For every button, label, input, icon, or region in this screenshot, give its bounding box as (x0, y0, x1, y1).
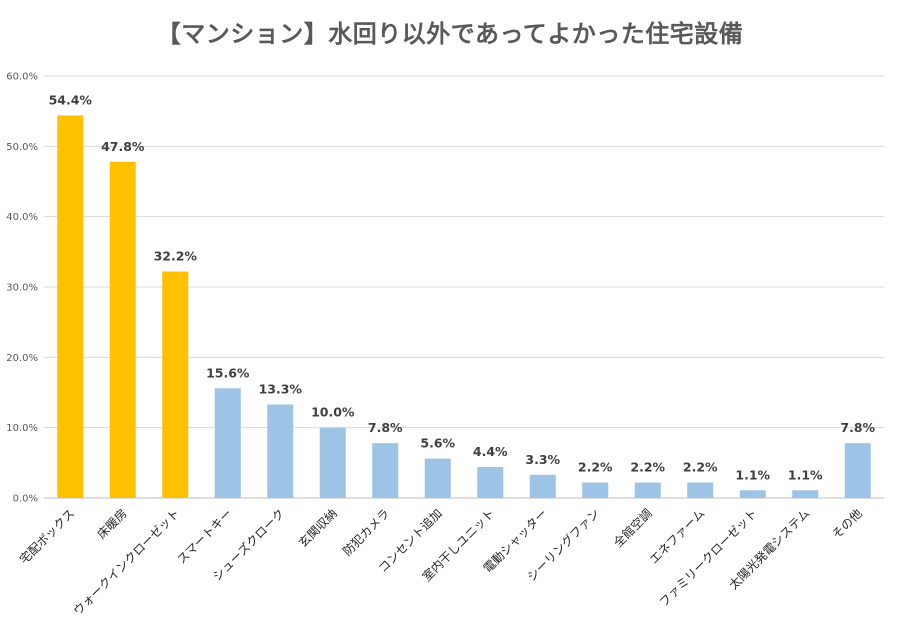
chart-title: 【マンション】水回り以外であってよかった住宅設備 (156, 20, 744, 48)
data-label: 13.3% (259, 381, 303, 396)
data-label: 47.8% (101, 139, 145, 154)
data-label: 5.6% (420, 436, 455, 451)
bar (844, 443, 871, 498)
y-tick-label: 0.0% (13, 494, 38, 505)
bar (372, 443, 399, 498)
bar (739, 490, 766, 498)
category-label: ウォークインクローゼット (71, 506, 183, 618)
data-label: 1.1% (735, 467, 770, 482)
bar (687, 482, 714, 498)
bar (477, 467, 504, 498)
data-label: 2.2% (578, 460, 613, 475)
bar (162, 271, 189, 498)
data-label: 7.8% (368, 420, 403, 435)
bar (109, 161, 136, 498)
data-label: 54.4% (49, 92, 93, 107)
category-label: 宅配ボックス (16, 506, 77, 567)
data-label: 2.2% (683, 460, 718, 475)
bar (57, 115, 84, 499)
bar (424, 458, 451, 498)
data-label: 1.1% (788, 467, 823, 482)
y-tick-label: 40.0% (6, 212, 38, 223)
data-label: 4.4% (473, 444, 508, 459)
bar (634, 482, 661, 498)
category-label: 全館空調 (610, 506, 655, 551)
data-label: 3.3% (525, 452, 560, 467)
y-tick-label: 60.0% (6, 72, 38, 83)
data-label: 7.8% (840, 420, 875, 435)
category-label: 床暖房 (94, 506, 130, 542)
bar (582, 482, 609, 498)
category-label: 防犯カメラ (339, 506, 392, 559)
y-tick-label: 30.0% (6, 283, 38, 294)
bar (214, 388, 241, 498)
bar (529, 474, 556, 498)
bar (319, 427, 346, 498)
y-tick-label: 20.0% (6, 353, 38, 364)
category-label: その他 (830, 506, 865, 541)
y-tick-label: 10.0% (6, 423, 38, 434)
category-label: 玄関収納 (295, 506, 340, 551)
data-label: 2.2% (630, 460, 665, 475)
data-label: 10.0% (311, 405, 355, 420)
data-label: 32.2% (154, 249, 198, 264)
bar (792, 490, 819, 498)
data-label: 15.6% (206, 365, 250, 380)
y-tick-label: 50.0% (6, 142, 38, 153)
category-label: ファミリークローゼット (657, 506, 760, 609)
bar (267, 404, 294, 498)
